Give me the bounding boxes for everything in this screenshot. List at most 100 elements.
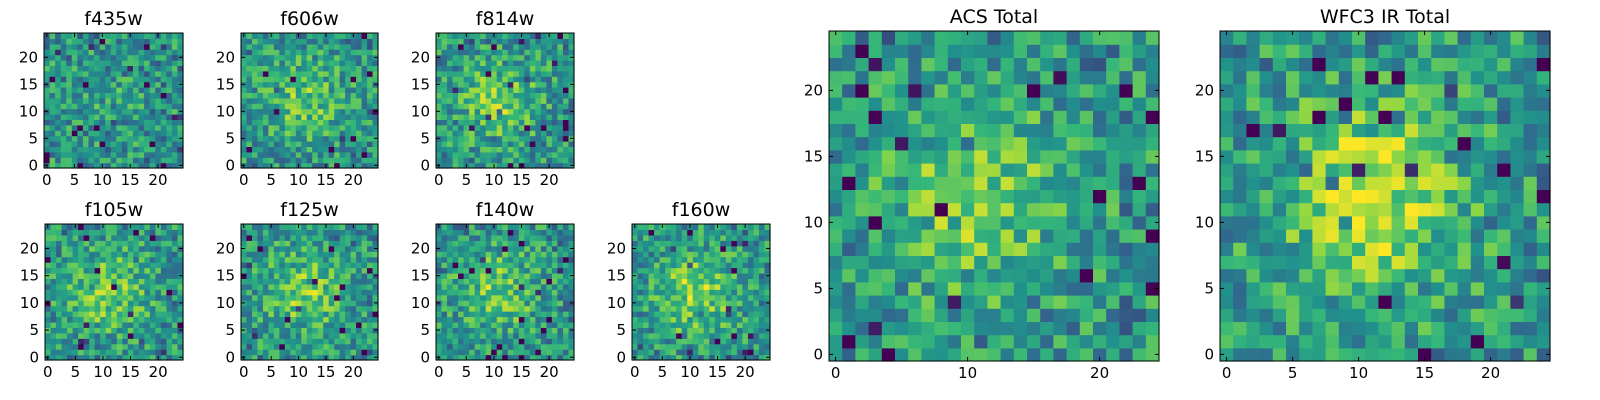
heatmap-cell bbox=[524, 130, 531, 137]
heatmap-cell bbox=[670, 245, 677, 252]
heatmap-cell bbox=[676, 245, 683, 252]
heatmap-cell bbox=[67, 240, 74, 247]
heatmap-cell bbox=[551, 54, 559, 61]
heatmap-cell bbox=[77, 87, 84, 93]
heatmap-cell bbox=[89, 300, 96, 307]
heatmap-cell bbox=[177, 251, 184, 258]
heatmap-cell bbox=[436, 311, 443, 318]
heatmap-cell bbox=[99, 114, 106, 120]
heatmap-cell bbox=[361, 49, 368, 56]
heatmap-cell bbox=[160, 289, 168, 296]
heatmap-cell bbox=[132, 81, 140, 88]
heatmap-cell bbox=[251, 327, 259, 334]
heatmap-cell bbox=[295, 305, 302, 312]
heatmap-cell bbox=[1000, 215, 1015, 230]
heatmap-cell bbox=[361, 262, 368, 269]
heatmap-cell bbox=[758, 224, 766, 231]
heatmap-cell bbox=[116, 54, 123, 61]
heatmap-cell bbox=[1119, 176, 1134, 190]
heatmap-cell bbox=[273, 332, 280, 339]
heatmap-cell bbox=[279, 65, 286, 72]
heatmap-cell bbox=[328, 229, 335, 236]
heatmap-cell bbox=[557, 251, 564, 258]
heatmap-cell bbox=[480, 81, 487, 88]
y-tick-label: 15 bbox=[216, 267, 235, 285]
heatmap-cell bbox=[251, 43, 259, 50]
heatmap-cell bbox=[441, 33, 448, 39]
heatmap-cell bbox=[279, 108, 286, 115]
heatmap-cell bbox=[441, 245, 448, 252]
heatmap-cell bbox=[273, 162, 280, 169]
heatmap-cell bbox=[323, 327, 330, 334]
heatmap-cell bbox=[273, 311, 280, 318]
heatmap-cell bbox=[56, 343, 63, 350]
heatmap-cell bbox=[88, 43, 95, 50]
heatmap-cell bbox=[753, 300, 760, 307]
heatmap-cell bbox=[720, 224, 727, 231]
heatmap-cell bbox=[502, 283, 509, 290]
heatmap-cell bbox=[155, 234, 162, 241]
heatmap-cell bbox=[881, 189, 896, 204]
heatmap-cell bbox=[502, 43, 509, 50]
heatmap-cell bbox=[268, 81, 275, 88]
heatmap-cell bbox=[1027, 255, 1041, 270]
heatmap-cell bbox=[758, 272, 766, 279]
heatmap-cell bbox=[110, 114, 117, 120]
heatmap-cell bbox=[301, 262, 308, 269]
heatmap-cell bbox=[524, 81, 531, 88]
heatmap-cell bbox=[144, 354, 151, 361]
heatmap-cell bbox=[83, 332, 90, 339]
heatmap-cell bbox=[77, 38, 84, 45]
heatmap-cell bbox=[251, 256, 259, 263]
heatmap-cell bbox=[725, 240, 732, 247]
heatmap-cell bbox=[551, 229, 559, 236]
heatmap-cell bbox=[670, 272, 677, 279]
heatmap-cell bbox=[513, 135, 520, 142]
heatmap-cell bbox=[458, 283, 465, 290]
heatmap-cell bbox=[251, 49, 259, 56]
heatmap-cell bbox=[290, 289, 297, 296]
heatmap-cell bbox=[257, 43, 264, 50]
heatmap-cell bbox=[562, 272, 570, 279]
heatmap-cell bbox=[241, 321, 248, 328]
heatmap-cell bbox=[116, 289, 123, 296]
heatmap-cell bbox=[507, 97, 514, 104]
heatmap-cell bbox=[94, 343, 101, 350]
heatmap-cell bbox=[262, 305, 269, 312]
heatmap-cell bbox=[268, 38, 275, 45]
heatmap-cell bbox=[312, 343, 319, 350]
heatmap-cell bbox=[50, 311, 57, 318]
heatmap-cell bbox=[72, 316, 79, 323]
heatmap-cell bbox=[1013, 229, 1028, 243]
heatmap-cell bbox=[458, 146, 465, 153]
heatmap-cell bbox=[480, 229, 487, 236]
heatmap-cell bbox=[529, 114, 536, 120]
heatmap-cell bbox=[947, 242, 962, 256]
heatmap-cell bbox=[246, 327, 253, 334]
heatmap-cell bbox=[485, 229, 492, 236]
heatmap-cell bbox=[524, 305, 531, 312]
heatmap-cell bbox=[709, 305, 716, 312]
heatmap-cell bbox=[436, 267, 443, 274]
heatmap-cell bbox=[458, 229, 465, 236]
heatmap-cell bbox=[829, 189, 843, 204]
heatmap-cell bbox=[568, 332, 575, 339]
heatmap-cell bbox=[491, 49, 498, 56]
heatmap-cell bbox=[334, 119, 341, 126]
heatmap-cell bbox=[507, 108, 514, 115]
heatmap-cell bbox=[105, 240, 112, 247]
heatmap-cell bbox=[45, 338, 52, 345]
heatmap-cell bbox=[480, 338, 487, 345]
heatmap-cell bbox=[268, 87, 275, 93]
heatmap-cell bbox=[881, 242, 896, 256]
heatmap-cell bbox=[1132, 281, 1147, 296]
heatmap-cell bbox=[758, 289, 766, 296]
heatmap-cell bbox=[524, 289, 531, 296]
heatmap-cell bbox=[88, 65, 95, 72]
heatmap-cell bbox=[1132, 202, 1147, 217]
heatmap-cell bbox=[160, 300, 168, 307]
heatmap-cell bbox=[947, 202, 962, 217]
heatmap-cell bbox=[317, 70, 324, 77]
heatmap-cell bbox=[855, 229, 870, 243]
heatmap-cell bbox=[1040, 229, 1054, 243]
